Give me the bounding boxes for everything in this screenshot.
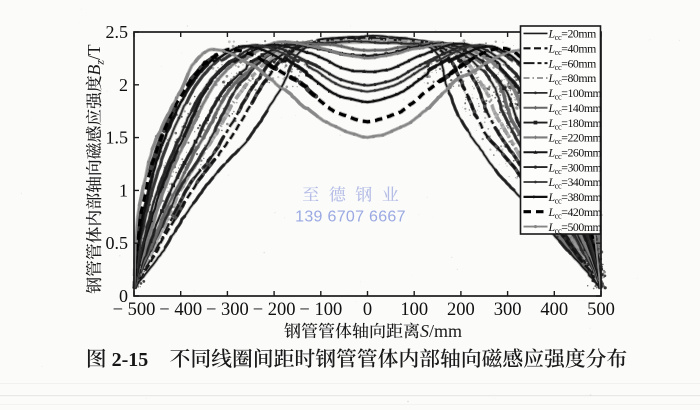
svg-text:2: 2 — [119, 75, 128, 95]
svg-text:Lcc=220mm: Lcc=220mm — [548, 131, 602, 147]
svg-text:Bz/T: Bz/T — [84, 44, 107, 75]
svg-text:0: 0 — [363, 300, 372, 320]
svg-text:2.5: 2.5 — [106, 22, 129, 42]
svg-text:400: 400 — [540, 300, 568, 320]
svg-text:Lcc=140mm: Lcc=140mm — [548, 101, 602, 117]
svg-text:Lcc=340mm: Lcc=340mm — [548, 175, 602, 191]
svg-text:Lcc=40mm: Lcc=40mm — [548, 42, 597, 58]
svg-text:300: 300 — [494, 300, 522, 320]
svg-text:Lcc=60mm: Lcc=60mm — [548, 56, 597, 72]
svg-text:2-15: 2-15 — [112, 349, 149, 371]
svg-text:Lcc=100mm: Lcc=100mm — [548, 86, 602, 102]
svg-text:Lcc=180mm: Lcc=180mm — [548, 116, 602, 132]
svg-text:1: 1 — [119, 180, 128, 200]
svg-text:Lcc=380mm: Lcc=380mm — [548, 190, 602, 206]
svg-text:100: 100 — [400, 300, 428, 320]
svg-text:1.5: 1.5 — [106, 128, 129, 148]
svg-text:0.5: 0.5 — [106, 233, 129, 253]
svg-text:Lcc=420mm: Lcc=420mm — [548, 205, 602, 221]
svg-text:139 6707 6667: 139 6707 6667 — [295, 209, 406, 226]
svg-text:Lcc=80mm: Lcc=80mm — [548, 71, 597, 87]
svg-text:Lcc=260mm: Lcc=260mm — [548, 146, 602, 162]
svg-text:Lcc=300mm: Lcc=300mm — [548, 160, 602, 176]
svg-text:− 400: − 400 — [159, 300, 202, 320]
svg-text:500: 500 — [587, 300, 615, 320]
svg-text:200: 200 — [447, 300, 475, 320]
svg-text:− 100: − 100 — [299, 300, 342, 320]
svg-text:− 500: − 500 — [113, 300, 156, 320]
svg-text:0: 0 — [119, 286, 128, 306]
svg-text:− 200: − 200 — [253, 300, 296, 320]
svg-text:Lcc=500mm: Lcc=500mm — [548, 220, 602, 236]
svg-text:S/mm: S/mm — [420, 321, 462, 341]
svg-text:Lcc=20mm: Lcc=20mm — [548, 27, 597, 43]
svg-text:− 300: − 300 — [206, 300, 249, 320]
